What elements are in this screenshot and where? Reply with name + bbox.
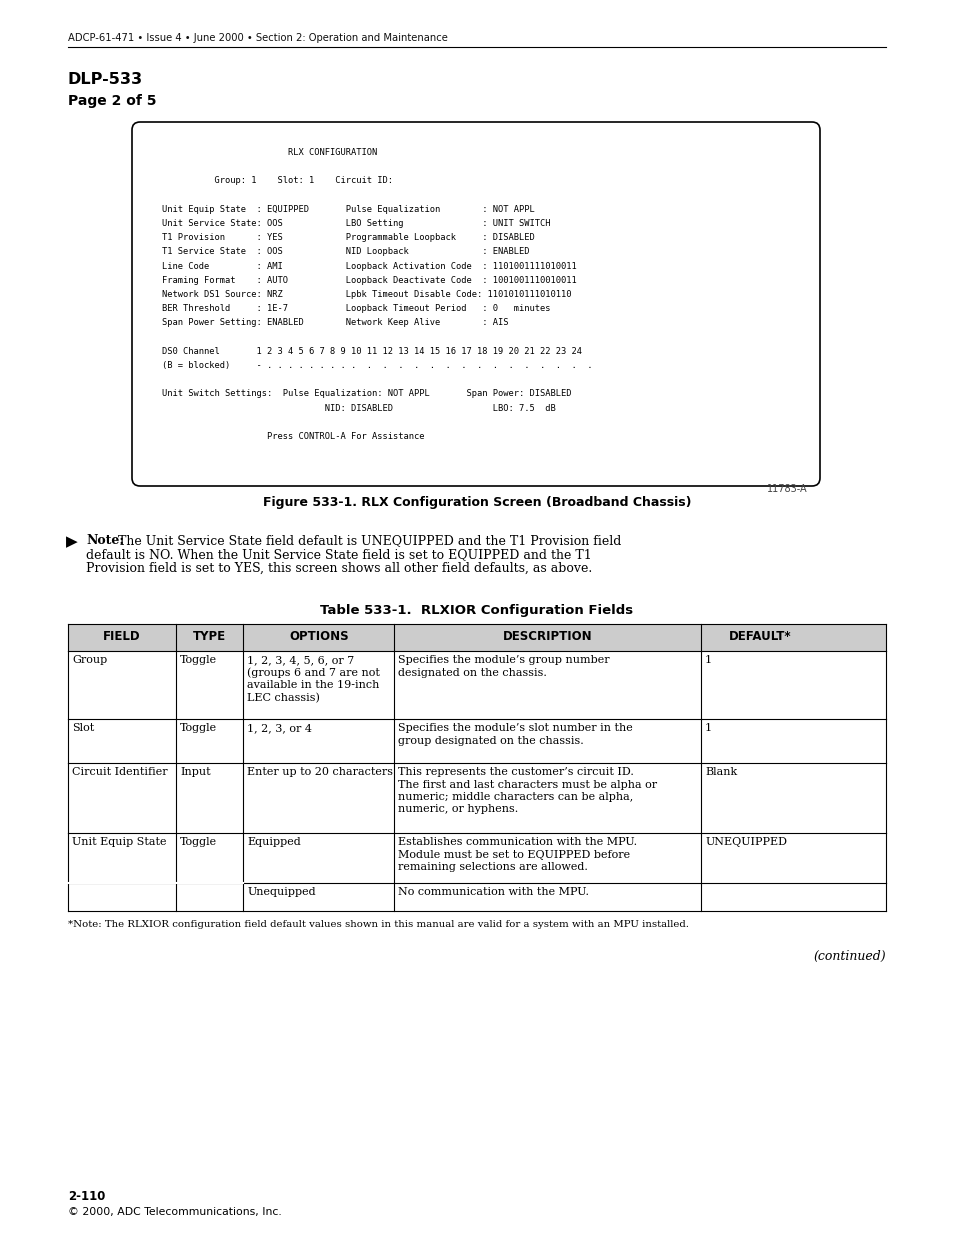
Text: LEC chassis): LEC chassis) (247, 693, 319, 703)
Text: Blank: Blank (704, 767, 737, 777)
Text: Toggle: Toggle (180, 837, 217, 847)
Text: Press CONTROL-A For Assistance: Press CONTROL-A For Assistance (162, 432, 424, 441)
Bar (68, 883, 885, 911)
Text: Group: Group (71, 655, 107, 664)
Text: 1: 1 (704, 722, 712, 734)
Text: available in the 19-inch: available in the 19-inch (247, 680, 379, 690)
Text: Unit Service State: OOS            LBO Setting               : UNIT SWITCH: Unit Service State: OOS LBO Setting : UN… (162, 219, 550, 228)
Text: Span Power Setting: ENABLED        Network Keep Alive        : AIS: Span Power Setting: ENABLED Network Keep… (162, 319, 508, 327)
Text: numeric; middle characters can be alpha,: numeric; middle characters can be alpha, (398, 792, 633, 802)
Text: Page 2 of 5: Page 2 of 5 (68, 94, 156, 107)
Text: (B = blocked)     - . . . . . . . . .  .  .  .  .  .  .  .  .  .  .  .  .  .  . : (B = blocked) - . . . . . . . . . . . . … (162, 361, 592, 370)
Text: Group: 1    Slot: 1    Circuit ID:: Group: 1 Slot: 1 Circuit ID: (162, 177, 393, 185)
Text: Input: Input (180, 767, 211, 777)
Text: ▶: ▶ (66, 534, 77, 550)
Text: Slot: Slot (71, 722, 94, 734)
Text: RLX CONFIGURATION: RLX CONFIGURATION (162, 148, 376, 157)
Text: 1, 2, 3, 4, 5, 6, or 7: 1, 2, 3, 4, 5, 6, or 7 (247, 655, 354, 664)
Text: TYPE: TYPE (193, 630, 226, 643)
Text: 11783-A: 11783-A (766, 484, 807, 494)
Text: Unit Equip State: Unit Equip State (71, 837, 167, 847)
Text: (continued): (continued) (813, 950, 885, 963)
Text: NID: DISABLED                   LBO: 7.5  dB: NID: DISABLED LBO: 7.5 dB (162, 404, 556, 412)
Text: © 2000, ADC Telecommunications, Inc.: © 2000, ADC Telecommunications, Inc. (68, 1207, 281, 1216)
Bar (68, 651, 885, 719)
Text: 2-110: 2-110 (68, 1191, 105, 1203)
Text: 1, 2, 3, or 4: 1, 2, 3, or 4 (247, 722, 312, 734)
Bar (68, 624, 885, 651)
Text: This represents the customer’s circuit ID.: This represents the customer’s circuit I… (398, 767, 634, 777)
Text: Figure 533-1. RLX Configuration Screen (Broadband Chassis): Figure 533-1. RLX Configuration Screen (… (262, 496, 691, 509)
Text: ADCP-61-471 • Issue 4 • June 2000 • Section 2: Operation and Maintenance: ADCP-61-471 • Issue 4 • June 2000 • Sect… (68, 33, 447, 43)
Bar (68, 763, 885, 832)
Text: The Unit Service State field default is UNEQUIPPED and the T1 Provision field: The Unit Service State field default is … (113, 534, 620, 547)
Text: Note:: Note: (86, 534, 124, 547)
Text: Line Code         : AMI            Loopback Activation Code  : 1101001111010011: Line Code : AMI Loopback Activation Code… (162, 262, 577, 270)
Text: OPTIONS: OPTIONS (289, 630, 348, 643)
Text: Equipped: Equipped (247, 837, 300, 847)
Text: Toggle: Toggle (180, 722, 217, 734)
Text: DESCRIPTION: DESCRIPTION (502, 630, 592, 643)
Text: Toggle: Toggle (180, 655, 217, 664)
Text: Specifies the module’s group number: Specifies the module’s group number (398, 655, 609, 664)
Bar (68, 719, 885, 763)
Text: default is NO. When the Unit Service State field is set to EQUIPPED and the T1: default is NO. When the Unit Service Sta… (86, 548, 591, 561)
Text: Unequipped: Unequipped (247, 887, 315, 897)
Text: DEFAULT*: DEFAULT* (728, 630, 791, 643)
Text: Specifies the module’s slot number in the: Specifies the module’s slot number in th… (398, 722, 633, 734)
Text: Enter up to 20 characters: Enter up to 20 characters (247, 767, 393, 777)
Text: Unit Switch Settings:  Pulse Equalization: NOT APPL       Span Power: DISABLED: Unit Switch Settings: Pulse Equalization… (162, 389, 571, 399)
Text: designated on the chassis.: designated on the chassis. (398, 667, 547, 678)
Text: remaining selections are allowed.: remaining selections are allowed. (398, 862, 588, 872)
Text: Circuit Identifier: Circuit Identifier (71, 767, 168, 777)
Text: The first and last characters must be alpha or: The first and last characters must be al… (398, 779, 657, 789)
Text: UNEQUIPPED: UNEQUIPPED (704, 837, 786, 847)
Text: Table 533-1.  RLXIOR Configuration Fields: Table 533-1. RLXIOR Configuration Fields (320, 604, 633, 618)
Text: *Note: The RLXIOR configuration field default values shown in this manual are va: *Note: The RLXIOR configuration field de… (68, 920, 688, 929)
Bar (68, 832, 885, 883)
Text: BER Threshold     : 1E-7           Loopback Timeout Period   : 0   minutes: BER Threshold : 1E-7 Loopback Timeout Pe… (162, 304, 550, 314)
Text: 1: 1 (704, 655, 712, 664)
FancyBboxPatch shape (132, 122, 820, 487)
Text: DS0 Channel       1 2 3 4 5 6 7 8 9 10 11 12 13 14 15 16 17 18 19 20 21 22 23 24: DS0 Channel 1 2 3 4 5 6 7 8 9 10 11 12 1… (162, 347, 581, 356)
Text: (groups 6 and 7 are not: (groups 6 and 7 are not (247, 667, 379, 678)
Text: T1 Provision      : YES            Programmable Loopback     : DISABLED: T1 Provision : YES Programmable Loopback… (162, 233, 535, 242)
Text: DLP-533: DLP-533 (68, 72, 143, 86)
Text: Establishes communication with the MPU.: Establishes communication with the MPU. (398, 837, 637, 847)
Text: T1 Service State  : OOS            NID Loopback              : ENABLED: T1 Service State : OOS NID Loopback : EN… (162, 247, 529, 257)
Text: numeric, or hyphens.: numeric, or hyphens. (398, 804, 518, 815)
Text: No communication with the MPU.: No communication with the MPU. (398, 887, 589, 897)
Text: Module must be set to EQUIPPED before: Module must be set to EQUIPPED before (398, 850, 630, 860)
Text: Provision field is set to YES, this screen shows all other field defaults, as ab: Provision field is set to YES, this scre… (86, 562, 592, 576)
Text: Framing Format    : AUTO           Loopback Deactivate Code  : 1001001110010011: Framing Format : AUTO Loopback Deactivat… (162, 275, 577, 285)
Text: Network DS1 Source: NRZ            Lpbk Timeout Disable Code: 1101010111010110: Network DS1 Source: NRZ Lpbk Timeout Dis… (162, 290, 571, 299)
Text: Unit Equip State  : EQUIPPED       Pulse Equalization        : NOT APPL: Unit Equip State : EQUIPPED Pulse Equali… (162, 205, 535, 214)
Text: group designated on the chassis.: group designated on the chassis. (398, 736, 583, 746)
Text: FIELD: FIELD (103, 630, 141, 643)
